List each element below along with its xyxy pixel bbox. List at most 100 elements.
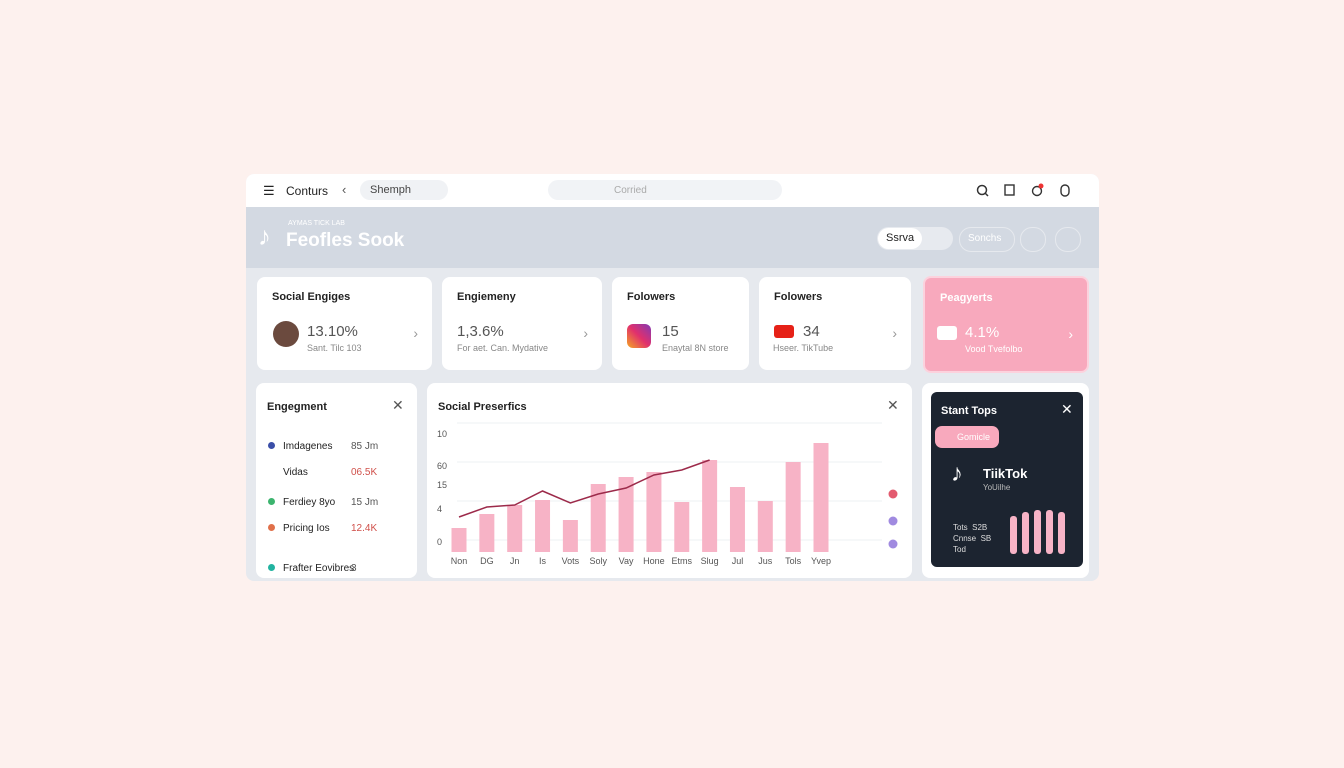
tops-card: Stant Tops ✕ Gomicle ♪ TiikTok YoUilhe T…: [931, 392, 1083, 567]
row-dot: [268, 524, 275, 531]
stat-card[interactable]: Folowers 34 Hseer. TikTube ›: [759, 277, 911, 370]
x-tick-label: Jul: [732, 556, 744, 566]
row-label: Imdagenes: [283, 441, 333, 452]
x-tick-label: Soly: [589, 556, 607, 566]
card-title: Social Engiges: [272, 291, 351, 303]
toolbar-icons[interactable]: [974, 182, 1084, 200]
tops-panel: Stant Tops ✕ Gomicle ♪ TiikTok YoUilhe T…: [922, 383, 1089, 578]
menu-label[interactable]: Conturs: [286, 184, 329, 198]
y-tick-label: 4: [437, 504, 442, 514]
bar: [535, 500, 551, 552]
stat-line: Tod: [953, 545, 966, 554]
tops-button[interactable]: Gomicle: [935, 426, 999, 448]
card-value: 4.1%: [965, 324, 1000, 341]
x-tick-label: Yvep: [811, 556, 831, 566]
bar: [646, 472, 662, 552]
bar: [451, 528, 467, 552]
mini-bar: [1058, 512, 1065, 554]
header-button-label: Sonchs: [968, 233, 1002, 244]
stat-card[interactable]: Social Engiges 13.10% Sant. Tilc 103 ›: [257, 277, 432, 370]
search-box[interactable]: Corried: [548, 180, 782, 200]
close-icon[interactable]: ✕: [392, 397, 404, 413]
card-value: 1,3.6%: [457, 323, 504, 340]
bar: [813, 443, 829, 552]
chevron: ›: [892, 325, 897, 341]
header-button[interactable]: Sonchs: [959, 227, 1015, 252]
mini-bar: [1034, 510, 1041, 554]
y-tick-label: 60: [437, 461, 447, 471]
mini-bar: [1010, 516, 1017, 554]
row-label: Pricing Ios: [283, 523, 330, 534]
x-tick-label: Non: [451, 556, 468, 566]
panel-title: Stant Tops: [941, 405, 998, 417]
row-value: 06.5K: [351, 467, 378, 478]
row-dot: [268, 442, 275, 449]
search-tab[interactable]: Shemph: [360, 180, 448, 200]
mini-bar: [1022, 512, 1029, 554]
row-label: Frafter Eovibres: [283, 563, 355, 574]
x-tick-label: Vots: [562, 556, 580, 566]
card-sub: Vood Tvefolbo: [965, 344, 1023, 354]
row-dot: [268, 498, 275, 505]
app-window: ☰ Conturs ‹ Shemph Corried ♪ AYMAS TICK …: [246, 174, 1099, 581]
close-icon[interactable]: ✕: [887, 397, 899, 413]
bar: [674, 502, 690, 552]
bar: [618, 477, 634, 552]
row-label: Vidas: [283, 467, 308, 478]
row-value: 15 Jm: [351, 497, 379, 508]
x-tick-label: Vay: [619, 556, 634, 566]
x-tick-label: Slug: [701, 556, 719, 566]
card-title: Engiemeny: [457, 291, 516, 303]
stats: Tots S2B Cnnse SB Tod: [953, 522, 991, 555]
header-title: Feofles Sook: [286, 230, 405, 251]
brand-sub: YoUilhe: [983, 483, 1011, 492]
brand-name: TiikTok: [983, 466, 1028, 481]
chevron: ›: [583, 325, 588, 341]
row-dot: [268, 564, 275, 571]
stat-card-highlight[interactable]: Peagyerts 4.1% Vood Tvefolbo ›: [923, 276, 1089, 373]
row-label: Ferdiey 8yo: [283, 497, 336, 508]
header: ♪ AYMAS TICK LAB Feofles Sook Ssrva Sonc…: [246, 207, 1099, 268]
menu-icon[interactable]: ☰: [263, 183, 275, 198]
bar: [562, 520, 578, 552]
bar: [507, 505, 523, 552]
close-icon[interactable]: ✕: [1061, 401, 1073, 417]
card-value: 13.10%: [307, 323, 358, 340]
toggle-label: Ssrva: [886, 232, 915, 244]
x-tick-label: Is: [539, 556, 547, 566]
bar-chart: 10 60 15 4 0 Non DG Jn Is Vots Soly Vay Hone Etms Slug…: [437, 422, 898, 566]
x-tick-label: Hone: [643, 556, 665, 566]
legend-dot: [888, 539, 898, 549]
stat-card[interactable]: Folowers 15 Enaytal 8N store: [612, 277, 749, 370]
search-tab-label: Shemph: [370, 184, 411, 196]
header-kicker: AYMAS TICK LAB: [288, 220, 345, 227]
panel-title: Engegment: [267, 401, 327, 413]
card-value: 15: [662, 323, 679, 340]
toggle[interactable]: Ssrva: [877, 227, 953, 250]
row-value: 85 Jm: [351, 441, 379, 452]
bar: [729, 487, 745, 552]
icon-button[interactable]: [1020, 227, 1046, 252]
card-sub: Enaytal 8N store: [662, 343, 729, 353]
row-value: 12.4K: [351, 523, 378, 534]
icon-button[interactable]: [1055, 227, 1081, 252]
stat-card[interactable]: Engiemeny 1,3.6% For aet. Can. Mydative …: [442, 277, 602, 370]
card-value: 34: [803, 323, 820, 340]
avatar: [273, 321, 299, 347]
card-title: Folowers: [627, 291, 676, 303]
y-tick-label: 15: [437, 480, 447, 490]
tiktok-logo: ♪: [951, 460, 963, 487]
chart-panel: Social Preserfics ✕ 10 60 15 4 0 Non DG Jn Is Vot…: [427, 383, 912, 578]
stat-line: Cnnse SB: [953, 534, 992, 543]
x-tick-label: Jn: [510, 556, 520, 566]
bar: [757, 501, 773, 552]
x-tick-label: Tols: [785, 556, 802, 566]
y-tick-label: 0: [437, 537, 442, 547]
back-icon[interactable]: ‹: [342, 182, 347, 197]
bar: [702, 460, 718, 552]
tops-button-label: Gomicle: [957, 432, 991, 442]
card-sub: Hseer. TikTube: [773, 343, 834, 353]
legend-dot: [888, 489, 898, 499]
